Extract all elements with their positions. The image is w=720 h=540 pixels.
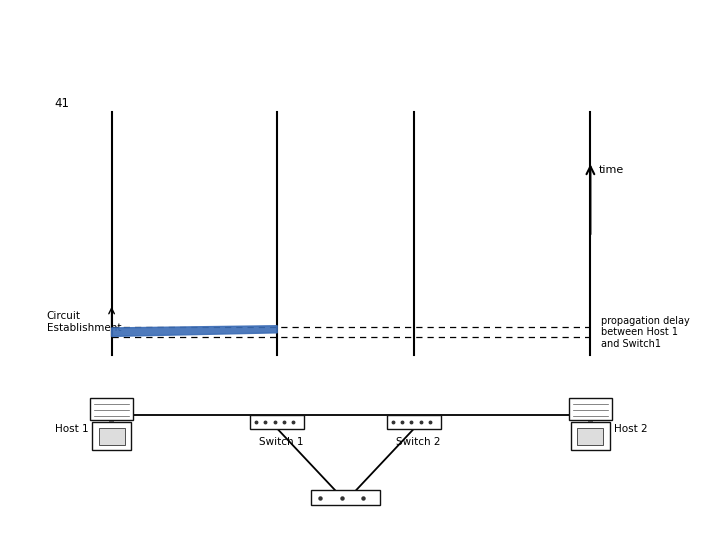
Text: Timing in Circuit Switching: Timing in Circuit Switching: [12, 32, 559, 66]
Bar: [387, 415, 441, 429]
Bar: [90, 399, 133, 420]
Polygon shape: [112, 326, 277, 336]
Text: Switch 2: Switch 2: [396, 437, 441, 447]
Bar: [99, 428, 125, 444]
Bar: [109, 418, 114, 422]
Text: Switch 1: Switch 1: [259, 437, 304, 447]
Text: Host 1: Host 1: [55, 423, 89, 434]
Bar: [569, 399, 612, 420]
Text: time: time: [599, 165, 624, 176]
Text: propagation delay
between Host 1
and Switch1: propagation delay between Host 1 and Swi…: [601, 315, 690, 349]
Text: Circuit
Establishment: Circuit Establishment: [47, 311, 121, 333]
Bar: [311, 490, 380, 505]
Text: Host 2: Host 2: [613, 423, 647, 434]
Bar: [571, 422, 611, 450]
Bar: [588, 418, 593, 422]
Bar: [251, 415, 305, 429]
Text: 41: 41: [54, 97, 69, 110]
Bar: [577, 428, 603, 444]
Bar: [92, 422, 131, 450]
